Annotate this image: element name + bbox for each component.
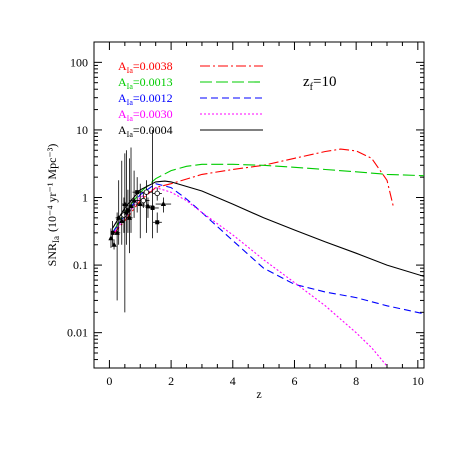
- x-tick-labels: 0 2 4 6 8 10: [106, 374, 423, 388]
- y-tick-label: 0.1: [73, 258, 88, 272]
- x-tick-label: 10: [412, 374, 424, 388]
- legend-label-5: AIa=0.0004: [118, 123, 173, 139]
- legend-label-main: A: [118, 59, 127, 73]
- data-point: [137, 192, 150, 208]
- triangle-marker: [116, 214, 122, 220]
- legend-label-value: =0.0013: [133, 75, 173, 89]
- model-curves: [112, 148, 424, 367]
- legend-label-sub: Ia: [127, 130, 134, 139]
- data-point: [124, 189, 132, 233]
- circle-marker: [143, 189, 150, 195]
- legend-label-value: =0.0012: [133, 91, 173, 105]
- x-tick-label: 6: [291, 374, 297, 388]
- x-tick-label: 8: [353, 374, 359, 388]
- legend-label-4: AIa=0.0030: [118, 107, 173, 123]
- y-tick-label: 10: [76, 123, 88, 137]
- curve-series-1: [112, 148, 394, 236]
- legend-label-1: AIa=0.0038: [118, 59, 173, 75]
- circle-marker: [140, 197, 147, 204]
- legend-label-value: =0.0038: [133, 59, 173, 73]
- legend-label-3: AIa=0.0012: [118, 91, 173, 107]
- annotation-main: z: [303, 74, 310, 90]
- y-axis-title-main: SNR: [45, 243, 59, 266]
- data-point: [146, 129, 159, 239]
- x-tick-label: 0: [106, 374, 112, 388]
- triangle-marker: [119, 217, 125, 223]
- data-point: [155, 197, 172, 213]
- legend-label-main: A: [118, 91, 127, 105]
- triangle-marker: [128, 202, 134, 208]
- data-point: [127, 147, 135, 233]
- y-tick-label: 0.01: [67, 326, 88, 340]
- square-marker: [135, 190, 140, 195]
- x-tick-label: 4: [230, 374, 236, 388]
- legend-label-main: A: [118, 75, 127, 89]
- observational-data: [108, 129, 172, 313]
- plot-frame: [93, 41, 425, 369]
- square-marker: [150, 205, 155, 210]
- legend-label-main: A: [118, 107, 127, 121]
- data-point: [152, 212, 162, 233]
- y-tick-label: 1: [82, 191, 88, 205]
- curve-series-2: [112, 163, 424, 234]
- square-marker: [155, 220, 160, 225]
- formation-redshift-annotation: zf=10: [303, 74, 336, 93]
- curve-series-3: [112, 183, 424, 315]
- data-point: [121, 153, 128, 313]
- triangle-marker: [145, 202, 151, 208]
- y-axis-title-sub: Ia: [51, 236, 61, 243]
- legend-label-sub: Ia: [127, 114, 134, 123]
- legend-label-sub: Ia: [127, 98, 134, 107]
- x-tick-label: 2: [168, 374, 174, 388]
- data-point: [111, 239, 117, 250]
- y-tick-label: 100: [70, 55, 88, 69]
- data-point: [152, 187, 162, 201]
- square-marker: [110, 230, 115, 235]
- triangle-marker: [111, 241, 117, 247]
- curve-series-5: [112, 180, 424, 277]
- data-point: [110, 220, 115, 245]
- curve-series-4: [112, 187, 388, 367]
- y-axis-title-units: (10⁻⁴ yr⁻¹ Mpc⁻³): [45, 144, 59, 232]
- axis-ticks: [94, 41, 424, 369]
- square-marker: [125, 208, 130, 213]
- triangle-marker: [160, 201, 166, 207]
- annotation-rest: =10: [313, 74, 336, 90]
- legend-label-2: AIa=0.0013: [118, 75, 173, 91]
- triangle-marker: [137, 201, 143, 207]
- annotation-sub: f: [310, 82, 314, 93]
- legend-label-sub: Ia: [127, 82, 134, 91]
- legend-label-value: =0.0030: [133, 107, 173, 121]
- circle-marker: [154, 190, 160, 197]
- data-point: [114, 212, 121, 301]
- triangle-marker: [131, 197, 137, 203]
- legend-label-value: =0.0004: [133, 123, 173, 137]
- legend-label-main: A: [118, 123, 127, 137]
- y-tick-labels: 0.01 0.1 1 10 100: [67, 55, 88, 339]
- data-point: [115, 180, 122, 245]
- y-axis-title: SNRIa (10⁻⁴ yr⁻¹ Mpc⁻³): [45, 144, 61, 267]
- x-axis-title: z: [256, 387, 261, 401]
- legend: AIa=0.0038AIa=0.0013AIa=0.0012AIa=0.0030…: [118, 59, 263, 139]
- legend-label-sub: Ia: [127, 66, 134, 75]
